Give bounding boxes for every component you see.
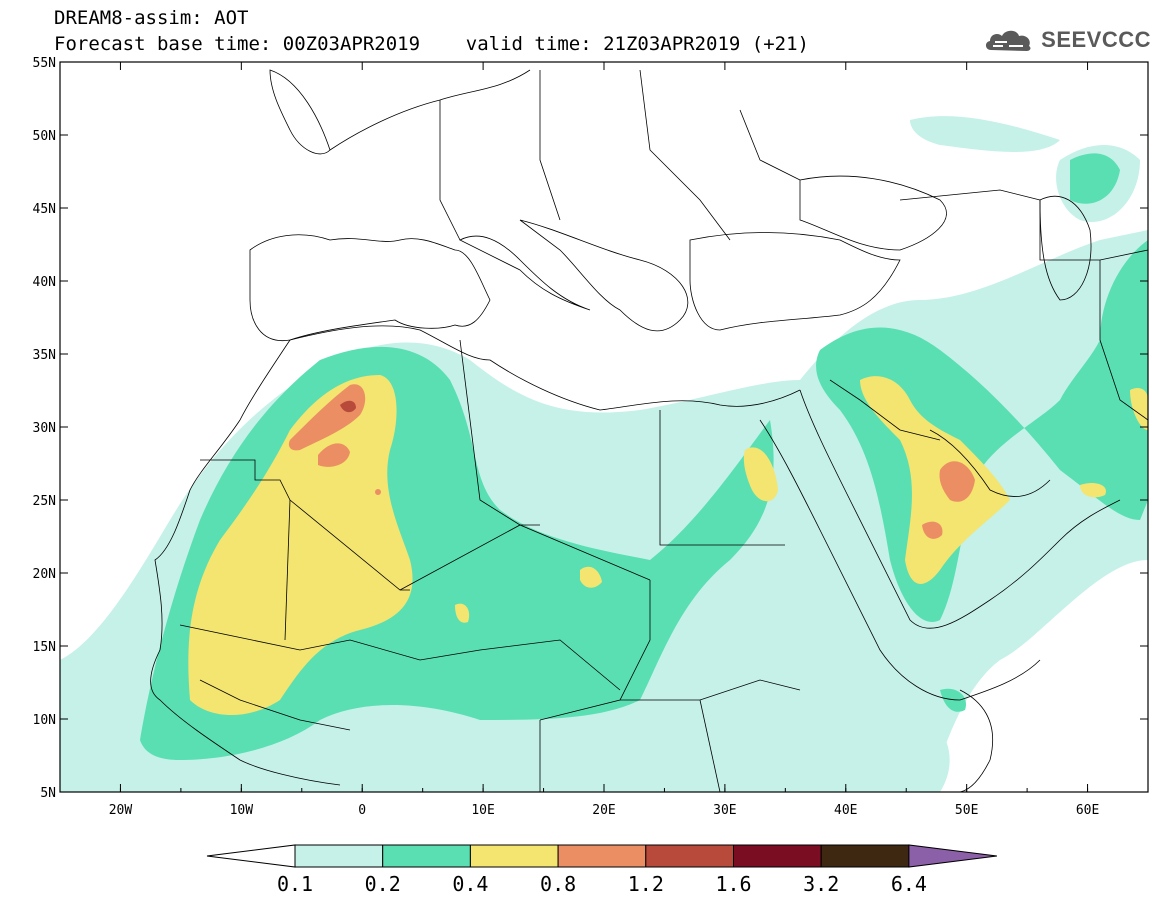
colorbar-swatch: [294, 844, 384, 868]
border-line: [699, 699, 721, 792]
italy-coast: [459, 235, 591, 311]
red-sea-west-coast: [759, 419, 1041, 701]
lat-label: 30N: [33, 421, 56, 436]
border-line: [639, 69, 731, 241]
lat-label: 40N: [33, 275, 56, 290]
colorbar-swatch: [382, 844, 471, 868]
latitude-axis: 55N 50N 45N 40N 35N 30N 25N 20N 15N 10N 5N: [33, 56, 1148, 801]
colorbar-label: 0.2: [365, 872, 401, 896]
border-line: [829, 379, 941, 441]
coastlines-borders: [150, 69, 1148, 792]
border-line: [620, 679, 801, 701]
seevccc-logo: SEEVCCC: [983, 26, 1151, 54]
colorbar-label: 6.4: [891, 872, 927, 896]
lon-label: 30E: [713, 803, 736, 818]
colorbar-labels: 0.1 0.2 0.4 0.8 1.2 1.6 3.2 6.4: [277, 872, 927, 896]
lat-label: 5N: [40, 786, 56, 801]
colorbar-swatch: [733, 844, 822, 868]
border-line: [284, 499, 291, 641]
horn-of-africa-coast: [959, 689, 994, 792]
border-line: [1039, 200, 1148, 261]
lon-label: 20W: [109, 803, 133, 818]
black-sea-coast: [799, 175, 947, 251]
colorbar-label: 1.2: [628, 872, 664, 896]
lat-label: 15N: [33, 640, 56, 655]
lon-label: 40E: [834, 803, 857, 818]
border-line: [179, 624, 621, 691]
colorbar-label: 0.4: [452, 872, 488, 896]
cloud-icon: [986, 30, 1031, 51]
north-africa-coast: [289, 325, 801, 411]
border-line: [899, 189, 1041, 201]
lon-label: 20E: [592, 803, 615, 818]
lat-label: 55N: [33, 56, 56, 71]
border-line: [459, 339, 540, 526]
colorbar-label: 1.6: [715, 872, 751, 896]
colorbar-swatch: [645, 844, 734, 868]
colorbar-label: 0.8: [540, 872, 576, 896]
lat-label: 20N: [33, 567, 56, 582]
colorbar-swatch: [557, 844, 647, 868]
colorbar-arrow-high: [908, 844, 997, 868]
border-line: [539, 580, 651, 721]
caspian-coast: [1039, 195, 1092, 301]
logo-text: SEEVCCC: [1041, 27, 1151, 52]
colorbar-label: 0.1: [277, 872, 313, 896]
lon-label: 10W: [230, 803, 254, 818]
lon-label: 50E: [955, 803, 978, 818]
lat-label: 35N: [33, 348, 56, 363]
lon-label: 0: [358, 803, 366, 818]
colorbar-label: 3.2: [803, 872, 839, 896]
uk-coast: [269, 69, 331, 155]
colorbar-arrow-low: [206, 844, 296, 868]
longitude-axis: 20W 10W 0 10E 20E 30E 40E 50E 60E: [59, 62, 1149, 818]
map-title: DREAM8-assim: AOT: [54, 7, 249, 29]
iberia-coast: [249, 234, 491, 342]
lat-label: 10N: [33, 713, 56, 728]
africa-west-coast: [150, 339, 341, 786]
aot-field: [60, 116, 1148, 792]
arabia-coast: [799, 389, 1121, 629]
forecast-time-info: Forecast base time: 00Z03APR2019 valid t…: [54, 33, 809, 55]
border-line: [399, 524, 651, 591]
aot-level-1.2: [340, 400, 356, 413]
border-line: [659, 410, 785, 546]
border-line: [439, 100, 461, 241]
colorbar-swatch: [820, 844, 910, 868]
lat-label: 45N: [33, 202, 56, 217]
lat-label: 25N: [33, 494, 56, 509]
lat-label: 50N: [33, 129, 56, 144]
turkey-coast: [689, 232, 901, 331]
colorbar-swatch: [469, 844, 559, 868]
border-line: [199, 679, 351, 731]
lon-label: 60E: [1076, 803, 1099, 818]
aot-level-0.8: [288, 384, 975, 539]
aot-colorbar: [206, 844, 997, 868]
border-line: [539, 70, 561, 221]
border-line: [1099, 260, 1148, 421]
border-line: [739, 109, 801, 181]
lon-label: 10E: [471, 803, 494, 818]
gulf-coast: [929, 429, 1051, 497]
balkans-coast: [519, 219, 689, 332]
